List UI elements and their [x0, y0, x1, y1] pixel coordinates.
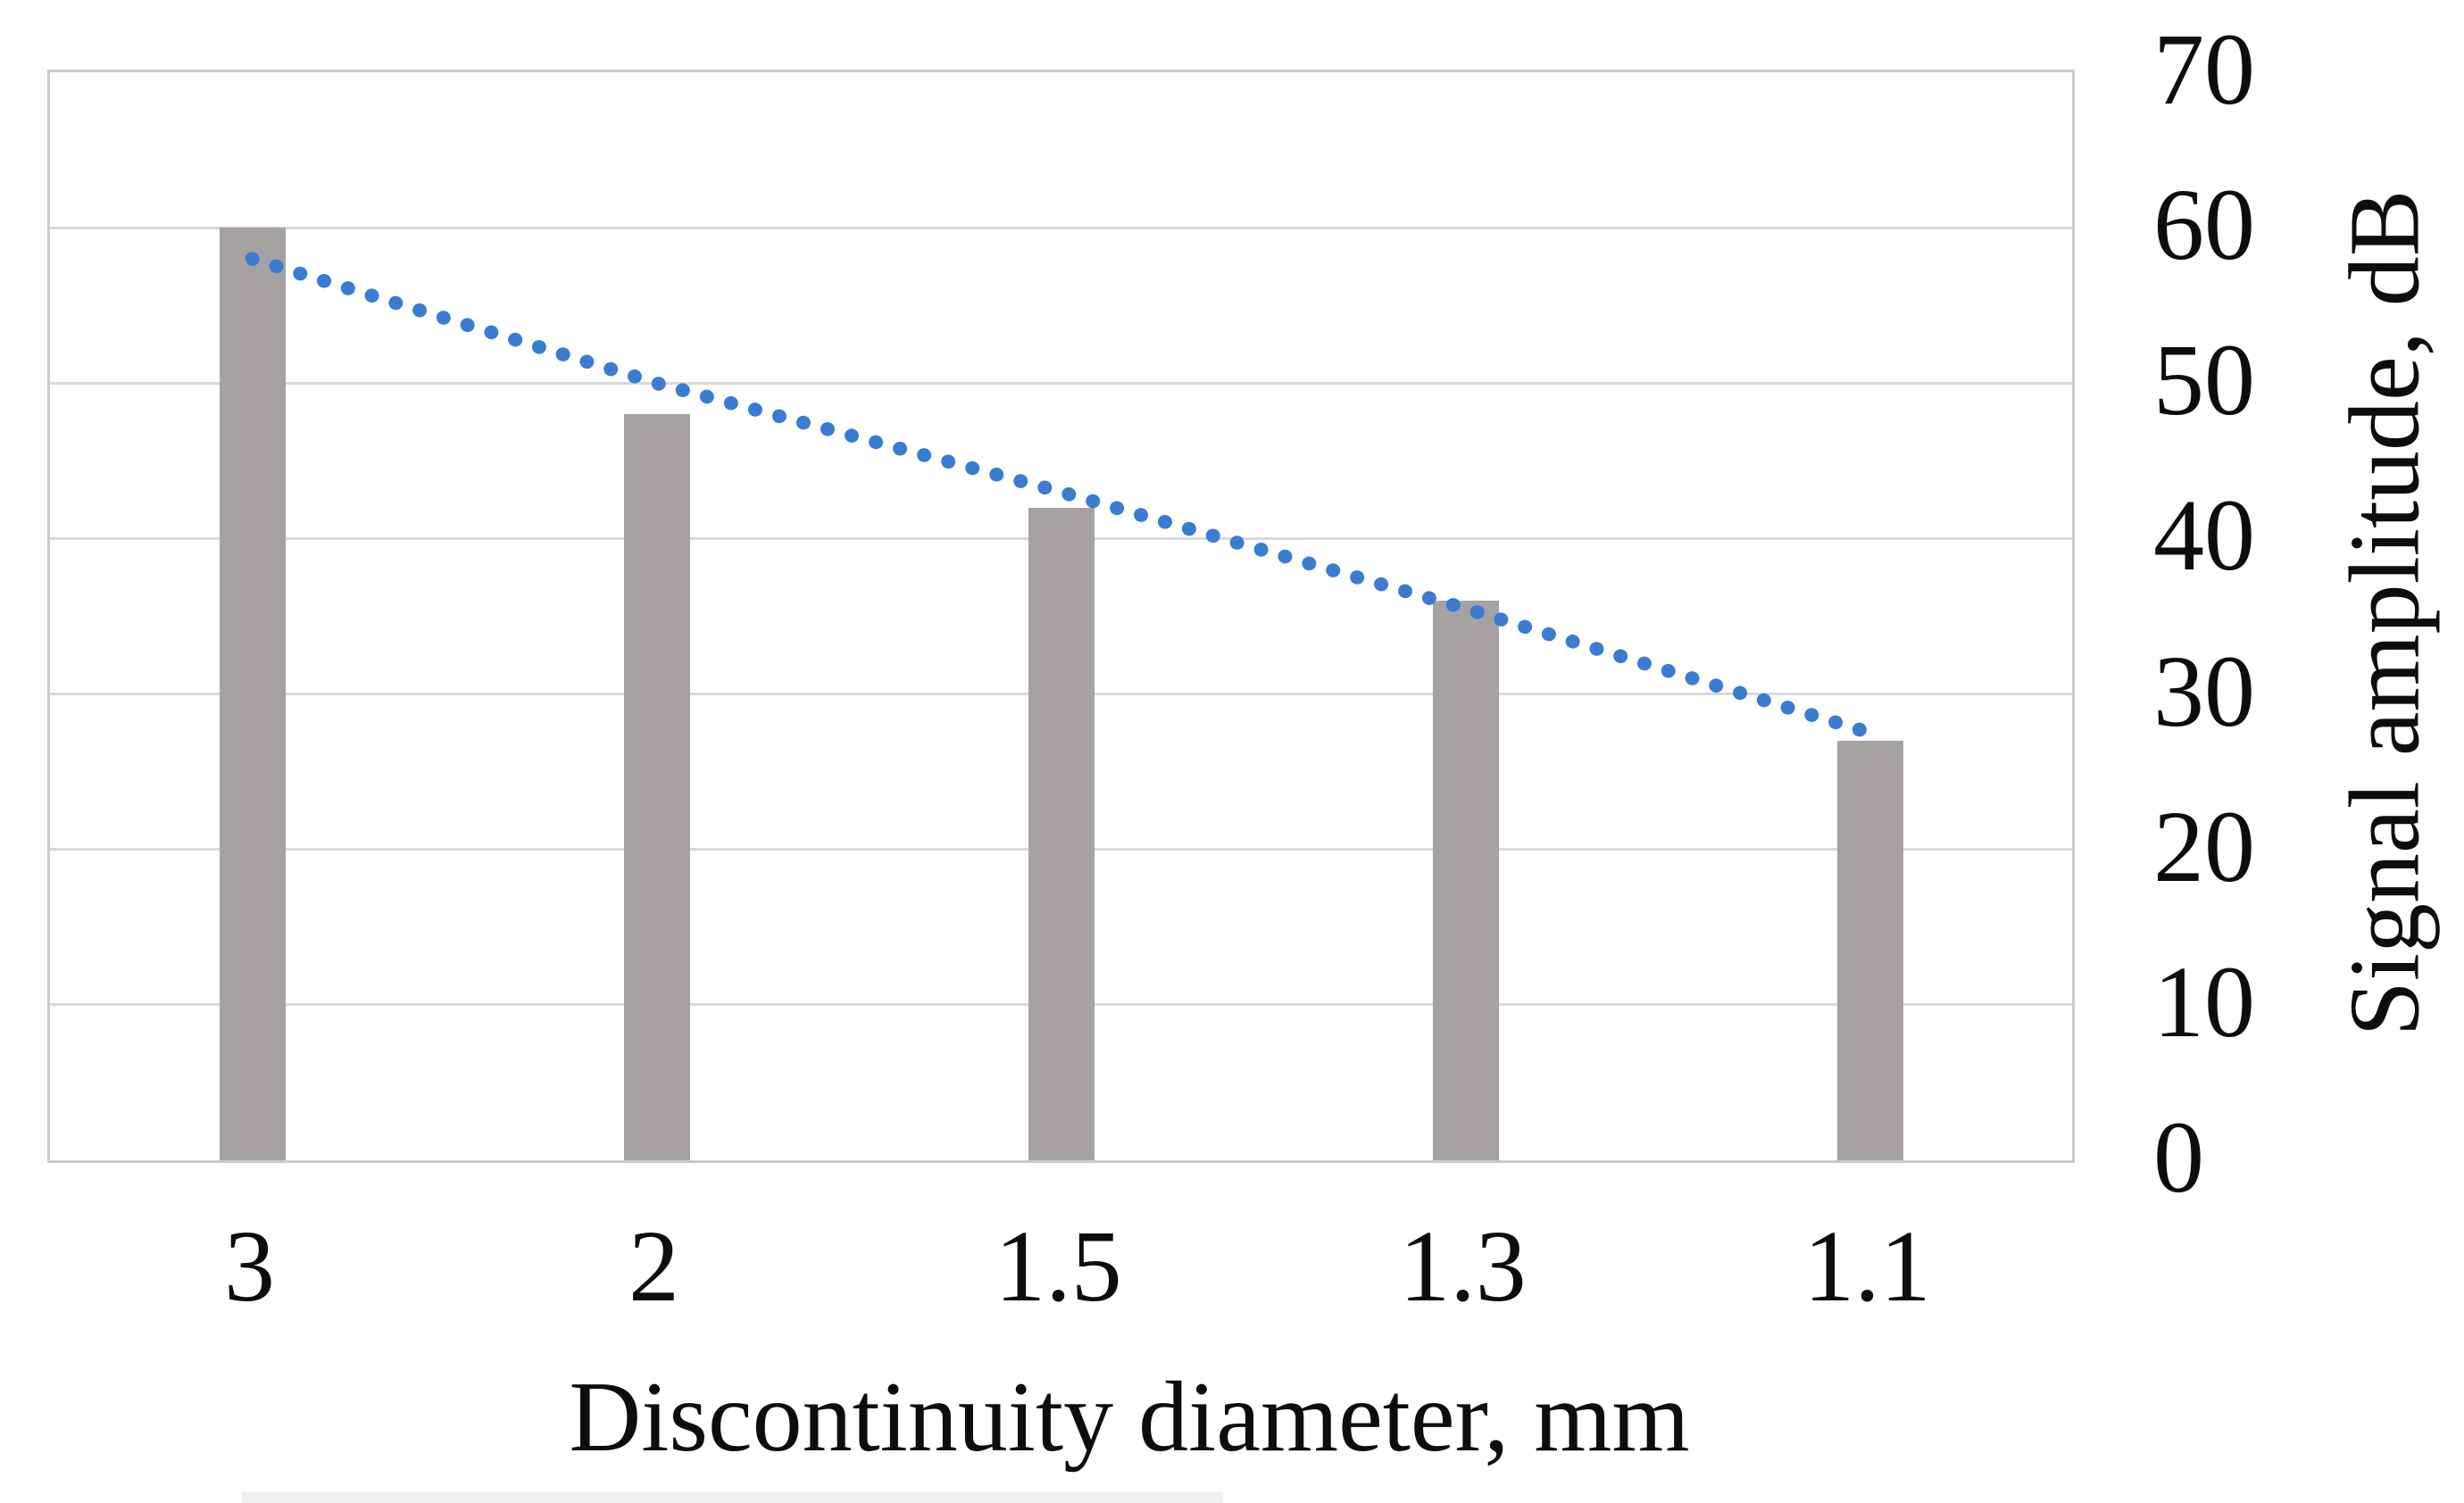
plot-area	[47, 70, 2075, 1163]
y-tick-label-50: 50	[2153, 323, 2255, 437]
x-tick-label-1.1: 1.1	[1803, 1209, 1931, 1323]
y-tick-label-0: 0	[2153, 1100, 2204, 1214]
y-tick-label-10: 10	[2153, 944, 2255, 1059]
y-tick-label-20: 20	[2153, 789, 2255, 903]
bar-2	[623, 414, 690, 1160]
bar-3	[219, 228, 286, 1160]
trendline-path	[245, 252, 1877, 740]
y-axis-title: Signal amplitude, dB	[2329, 189, 2441, 1037]
x-tick-label-1.5: 1.5	[995, 1209, 1122, 1323]
bar-1.1	[1836, 740, 1903, 1160]
x-tick-label-2: 2	[628, 1209, 679, 1323]
y-tick-label-60: 60	[2153, 168, 2255, 282]
trendline	[245, 252, 1877, 740]
y-tick-label-30: 30	[2153, 634, 2255, 748]
x-tick-label-3: 3	[224, 1209, 275, 1323]
x-tick-label-1.3: 1.3	[1399, 1209, 1527, 1323]
bar-1.5	[1028, 507, 1095, 1160]
y-tick-label-40: 40	[2153, 478, 2255, 593]
x-axis-title: Discontinuity diameter, mm	[569, 1362, 1690, 1473]
scan-artifact-strip	[241, 1492, 1223, 1503]
bar-1.3	[1432, 601, 1499, 1160]
y-tick-label-70: 70	[2153, 12, 2255, 126]
gridline-60	[50, 226, 2072, 229]
gridline-50	[50, 381, 2072, 385]
